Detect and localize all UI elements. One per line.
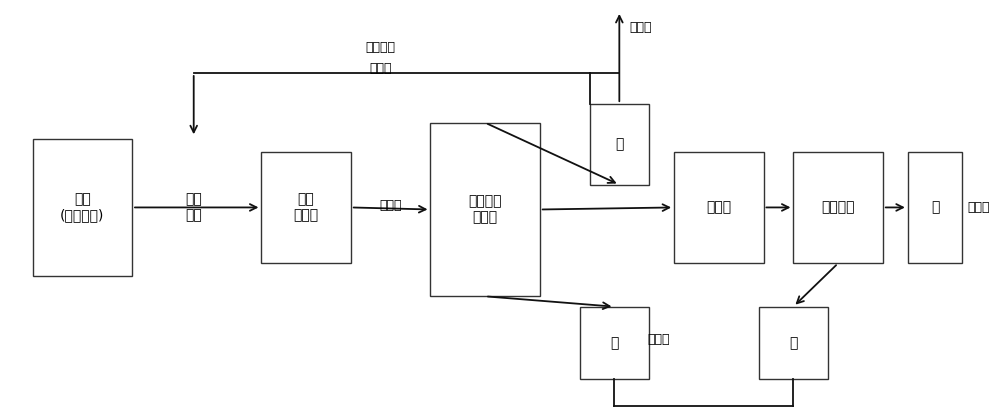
Bar bbox=[793, 152, 883, 263]
Text: 排气口: 排气口 bbox=[629, 21, 652, 34]
Text: 出料管: 出料管 bbox=[648, 333, 670, 346]
Text: 吸气导管: 吸气导管 bbox=[366, 41, 396, 54]
Text: 水: 水 bbox=[610, 336, 619, 350]
Bar bbox=[908, 152, 962, 263]
Text: 油: 油 bbox=[931, 200, 939, 215]
Bar bbox=[261, 152, 351, 263]
Bar bbox=[580, 307, 649, 379]
Text: 气液
混合物: 气液 混合物 bbox=[294, 192, 319, 222]
Bar bbox=[759, 307, 828, 379]
Text: 水: 水 bbox=[789, 336, 798, 350]
Text: 射流
喷嘴: 射流 喷嘴 bbox=[185, 192, 202, 222]
Text: 排泄管: 排泄管 bbox=[379, 199, 402, 212]
Text: 循环气: 循环气 bbox=[369, 62, 392, 75]
Text: 气浮旋流
分离场: 气浮旋流 分离场 bbox=[468, 194, 502, 225]
Text: 撇油液: 撇油液 bbox=[706, 200, 731, 215]
Bar bbox=[33, 139, 132, 276]
Bar bbox=[674, 152, 764, 263]
Bar bbox=[430, 123, 540, 296]
Text: 聚结内件: 聚结内件 bbox=[821, 200, 855, 215]
Text: 进料
(含油气水): 进料 (含油气水) bbox=[60, 192, 105, 222]
Text: 排油口: 排油口 bbox=[967, 201, 990, 214]
Text: 气: 气 bbox=[615, 137, 624, 151]
Bar bbox=[590, 104, 649, 185]
